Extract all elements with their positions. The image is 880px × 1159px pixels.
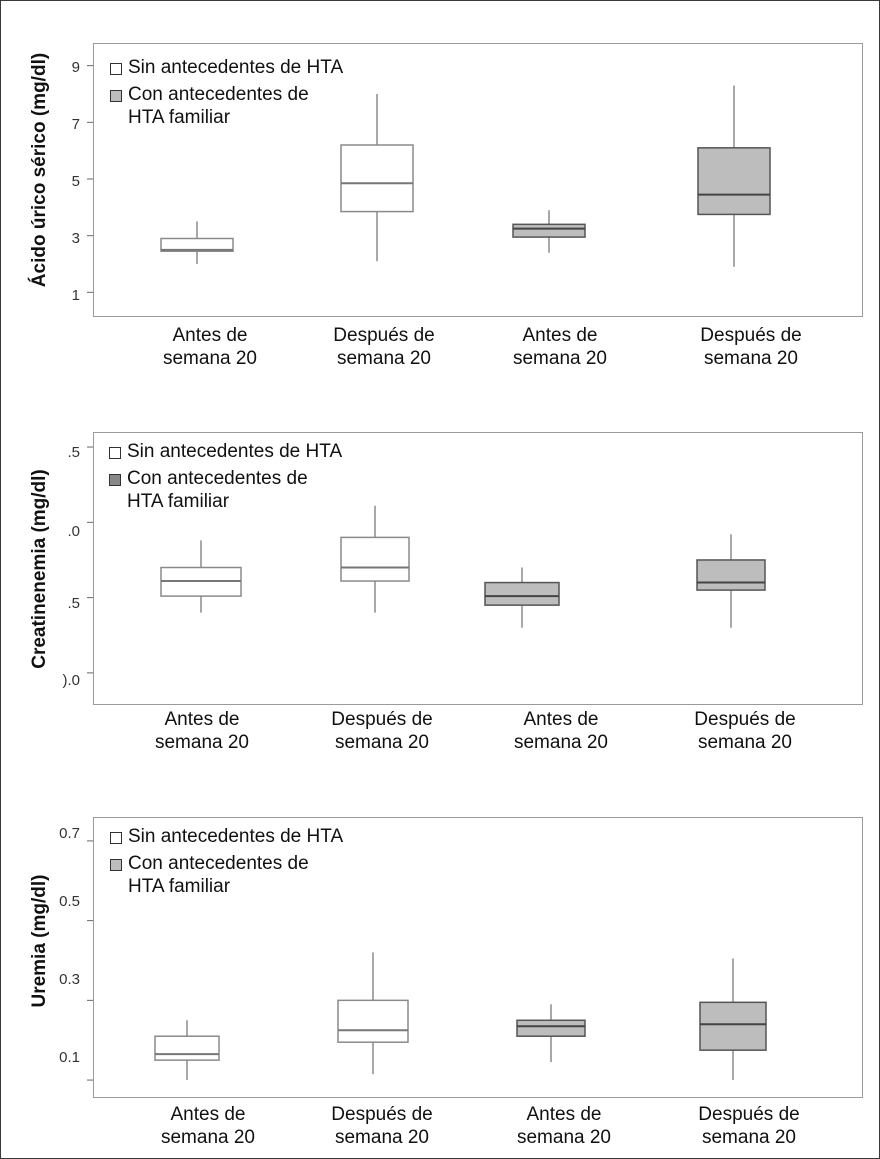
legend-item-sin: Sin antecedentes de HTA: [108, 56, 343, 79]
legend-item-con: Con antecedentes de HTA familiar: [108, 83, 343, 129]
legend-label: Sin antecedentes de HTA: [128, 57, 344, 78]
legend: Sin antecedentes de HTA Con antecedentes…: [108, 56, 343, 129]
y-tick-label: ).0: [62, 672, 80, 689]
legend-label: Sin antecedentes de HTA: [127, 441, 343, 462]
box-iqr: [154, 1035, 220, 1061]
x-category-label: Antes de semana 20: [162, 325, 257, 369]
legend-item-con: Con antecedentes de HTA familiar: [108, 852, 343, 898]
box-plot-marks: [87, 840, 767, 1081]
y-tick-label: 9: [71, 59, 80, 76]
box-con-3: [699, 958, 767, 1081]
y-tick-label: 5: [71, 173, 80, 190]
box-iqr: [697, 147, 771, 216]
y-tick-label: .5: [67, 595, 80, 612]
box-sin-1: [337, 952, 409, 1075]
box-iqr: [696, 559, 766, 591]
legend-item-sin: Sin antecedentes de HTA: [107, 440, 342, 463]
chart-panel-creatinine: Creatinenemia (mg/dl) ).0 .5 .0 .5 Antes…: [0, 380, 880, 765]
x-category-label: Después de semana 20: [331, 709, 433, 753]
box-sin-0: [160, 221, 234, 264]
legend-swatch-gray: [109, 474, 121, 486]
legend: Sin antecedentes de HTA Con antecedentes…: [108, 825, 343, 898]
box-iqr: [337, 999, 409, 1043]
box-con-3: [697, 85, 771, 267]
box-plot-marks: [87, 65, 771, 293]
x-category-label: Antes de semana 20: [513, 709, 608, 753]
y-tick-label: 0.5: [59, 893, 80, 910]
box-con-2: [512, 210, 586, 253]
x-category-label: Antes de semana 20: [516, 1104, 611, 1148]
plot-area: [93, 817, 863, 1098]
y-tick-label: 7: [71, 116, 80, 133]
x-category-label: Después de semana 20: [694, 709, 796, 753]
legend-swatch-gray: [110, 90, 122, 102]
box-iqr: [340, 536, 410, 582]
box-con-2: [484, 567, 560, 628]
box-iqr: [160, 237, 234, 252]
x-category-label: Después de semana 20: [333, 325, 435, 369]
x-category-label: Después de semana 20: [698, 1104, 800, 1148]
box-iqr: [340, 144, 414, 213]
legend: Sin antecedentes de HTA Con antecedentes…: [107, 440, 342, 513]
legend-label: Con antecedentes de HTA familiar: [128, 84, 309, 128]
chart-panel-uremia: Uremia (mg/dl) 0.1 0.3 0.5 0.7 Antes de …: [0, 765, 880, 1159]
legend-label: Con antecedentes de HTA familiar: [127, 468, 308, 512]
box-iqr: [699, 1001, 767, 1051]
x-category-label: Antes de semana 20: [154, 709, 249, 753]
legend-label: Sin antecedentes de HTA: [128, 826, 344, 847]
legend-label: Con antecedentes de HTA familiar: [128, 853, 309, 897]
x-category-label: Después de semana 20: [700, 325, 802, 369]
legend-item-sin: Sin antecedentes de HTA: [108, 825, 343, 848]
y-tick-label: .5: [67, 444, 80, 461]
box-iqr: [484, 581, 560, 606]
box-sin-0: [160, 540, 242, 613]
x-category-label: Antes de semana 20: [160, 1104, 255, 1148]
chart-panel-uric-acid: Ácido úrico sérico (mg/dl) 1 3 5 7 9 Ant…: [0, 0, 880, 380]
box-iqr: [516, 1019, 586, 1037]
legend-item-con: Con antecedentes de HTA familiar: [107, 467, 342, 513]
box-sin-0: [154, 1020, 220, 1081]
y-tick-label: 0.3: [59, 971, 80, 988]
y-tick-label: 3: [71, 230, 80, 247]
legend-swatch-white: [109, 447, 121, 459]
legend-swatch-white: [110, 63, 122, 75]
box-iqr: [512, 223, 586, 238]
box-sin-1: [340, 94, 414, 262]
box-con-2: [516, 1004, 586, 1063]
box-con-3: [696, 534, 766, 628]
y-tick-label: 1: [71, 287, 80, 304]
x-category-label: Antes de semana 20: [512, 325, 607, 369]
y-tick-label: 0.7: [59, 825, 80, 842]
legend-swatch-white: [110, 832, 122, 844]
legend-swatch-gray: [110, 859, 122, 871]
box-sin-1: [340, 505, 410, 613]
box-plot-marks: [87, 446, 766, 674]
y-tick-label: 0.1: [59, 1049, 80, 1066]
x-category-label: Después de semana 20: [331, 1104, 433, 1148]
y-tick-label: .0: [67, 523, 80, 540]
